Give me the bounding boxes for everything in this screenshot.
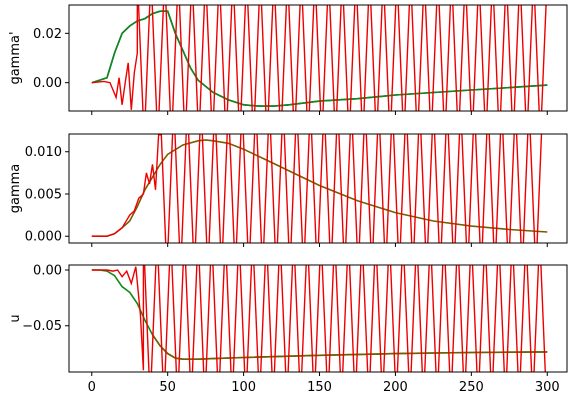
x-tick-label: 250 [459,380,484,395]
panel-1: 0.00 0.02 gamma' [8,4,568,115]
series-red-line [91,265,546,372]
series-red-line [91,5,547,111]
x-tick-label: 200 [383,380,408,395]
x-tick-label: 100 [231,380,256,395]
series-green-line [91,10,548,107]
axes-frame [68,133,568,244]
plot-area [91,265,548,372]
y-tick-label: 0.02 [33,27,62,42]
panel-3: 0.00 −0.05 0 50 100 150 200 250 300 u [8,264,568,395]
series-red-line [91,134,543,243]
plot-area [91,134,548,243]
y-axis-label: gamma' [8,31,23,84]
x-tick-label: 150 [307,380,332,395]
axes-frame [68,264,568,373]
x-tick-label: 300 [535,380,560,395]
y-tick-label: 0.010 [25,145,62,160]
y-tick-label: 0.005 [25,187,62,202]
x-tick-label: 50 [159,380,176,395]
plot-area [91,5,548,111]
x-tick-label: 0 [88,380,96,395]
y-tick-label: 0.00 [33,264,62,279]
y-tick-label: 0.00 [33,76,62,91]
y-tick-label: −0.05 [22,319,62,334]
y-axis-label: gamma [8,164,23,214]
y-tick-label: 0.000 [25,230,62,245]
series-olive-line [151,334,548,360]
axes-frame [68,4,568,112]
y-axis-label: u [8,314,23,322]
